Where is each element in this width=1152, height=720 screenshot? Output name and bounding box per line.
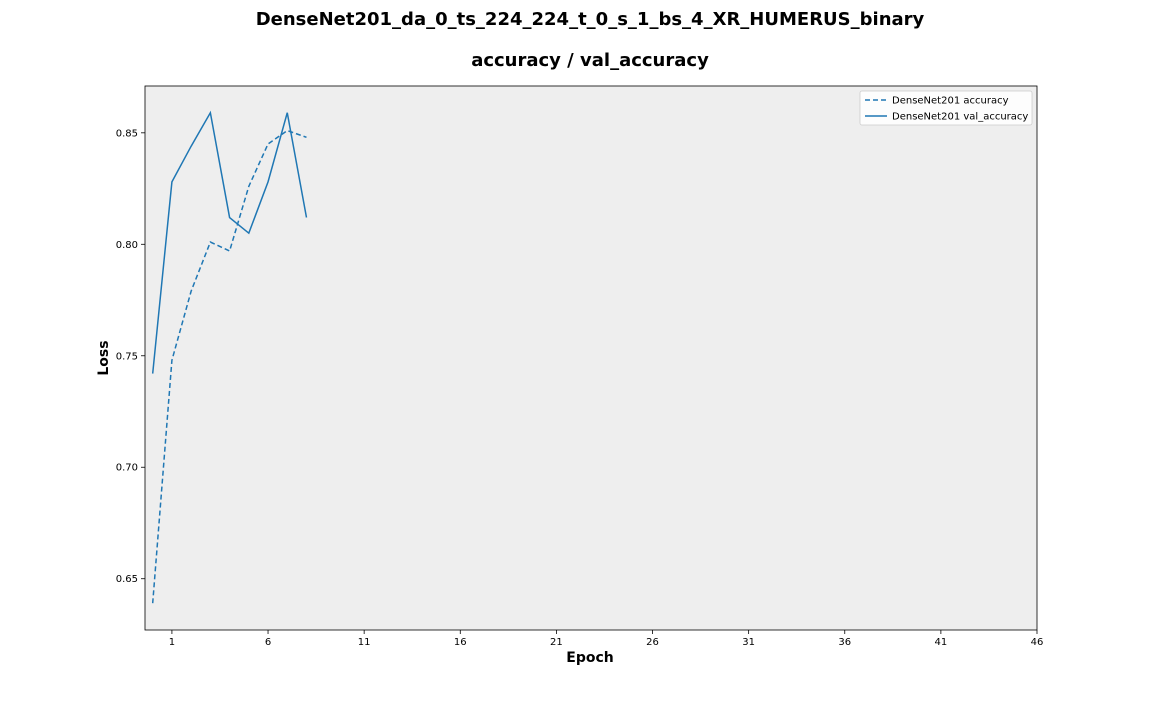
- chart-title: DenseNet201_da_0_ts_224_224_t_0_s_1_bs_4…: [256, 9, 925, 30]
- series-layer: [151, 110, 308, 604]
- x-axis-label: Epoch: [566, 650, 613, 666]
- legend-box: [859, 90, 1033, 126]
- y-axis-label: Loss: [96, 340, 112, 375]
- x-tick-label: 41: [935, 637, 948, 648]
- x-tick-label: 1: [169, 637, 175, 648]
- y-tick-label: 0.70: [116, 463, 138, 474]
- x-tick-label: 36: [838, 637, 851, 648]
- y-axis-ticks: 0.65 0.70 0.75 0.80 0.85: [116, 128, 145, 585]
- y-tick-label: 0.75: [116, 351, 138, 362]
- x-tick-label: 6: [265, 637, 271, 648]
- legend: DenseNet201 accuracy DenseNet201 val_acc…: [859, 90, 1033, 126]
- series-line-accuracy: [151, 129, 307, 604]
- plot-area: [144, 85, 1038, 631]
- x-tick-label: 11: [358, 637, 371, 648]
- x-tick-label: 26: [646, 637, 659, 648]
- x-tick-label: 46: [1031, 637, 1044, 648]
- legend-label-val-accuracy: DenseNet201 val_accuracy: [892, 112, 1028, 123]
- y-tick-label: 0.65: [116, 574, 138, 585]
- legend-label-accuracy: DenseNet201 accuracy: [892, 96, 1009, 107]
- y-tick-label: 0.85: [116, 128, 138, 139]
- chart-subtitle: accuracy / val_accuracy: [471, 50, 709, 71]
- x-tick-label: 21: [550, 637, 563, 648]
- series-line-val-accuracy: [151, 110, 308, 374]
- x-tick-label: 16: [454, 637, 467, 648]
- x-axis-ticks: 1 6 11 16 21 26 31 36 41 46: [169, 630, 1044, 648]
- x-tick-label: 31: [742, 637, 755, 648]
- y-tick-label: 0.80: [116, 240, 138, 251]
